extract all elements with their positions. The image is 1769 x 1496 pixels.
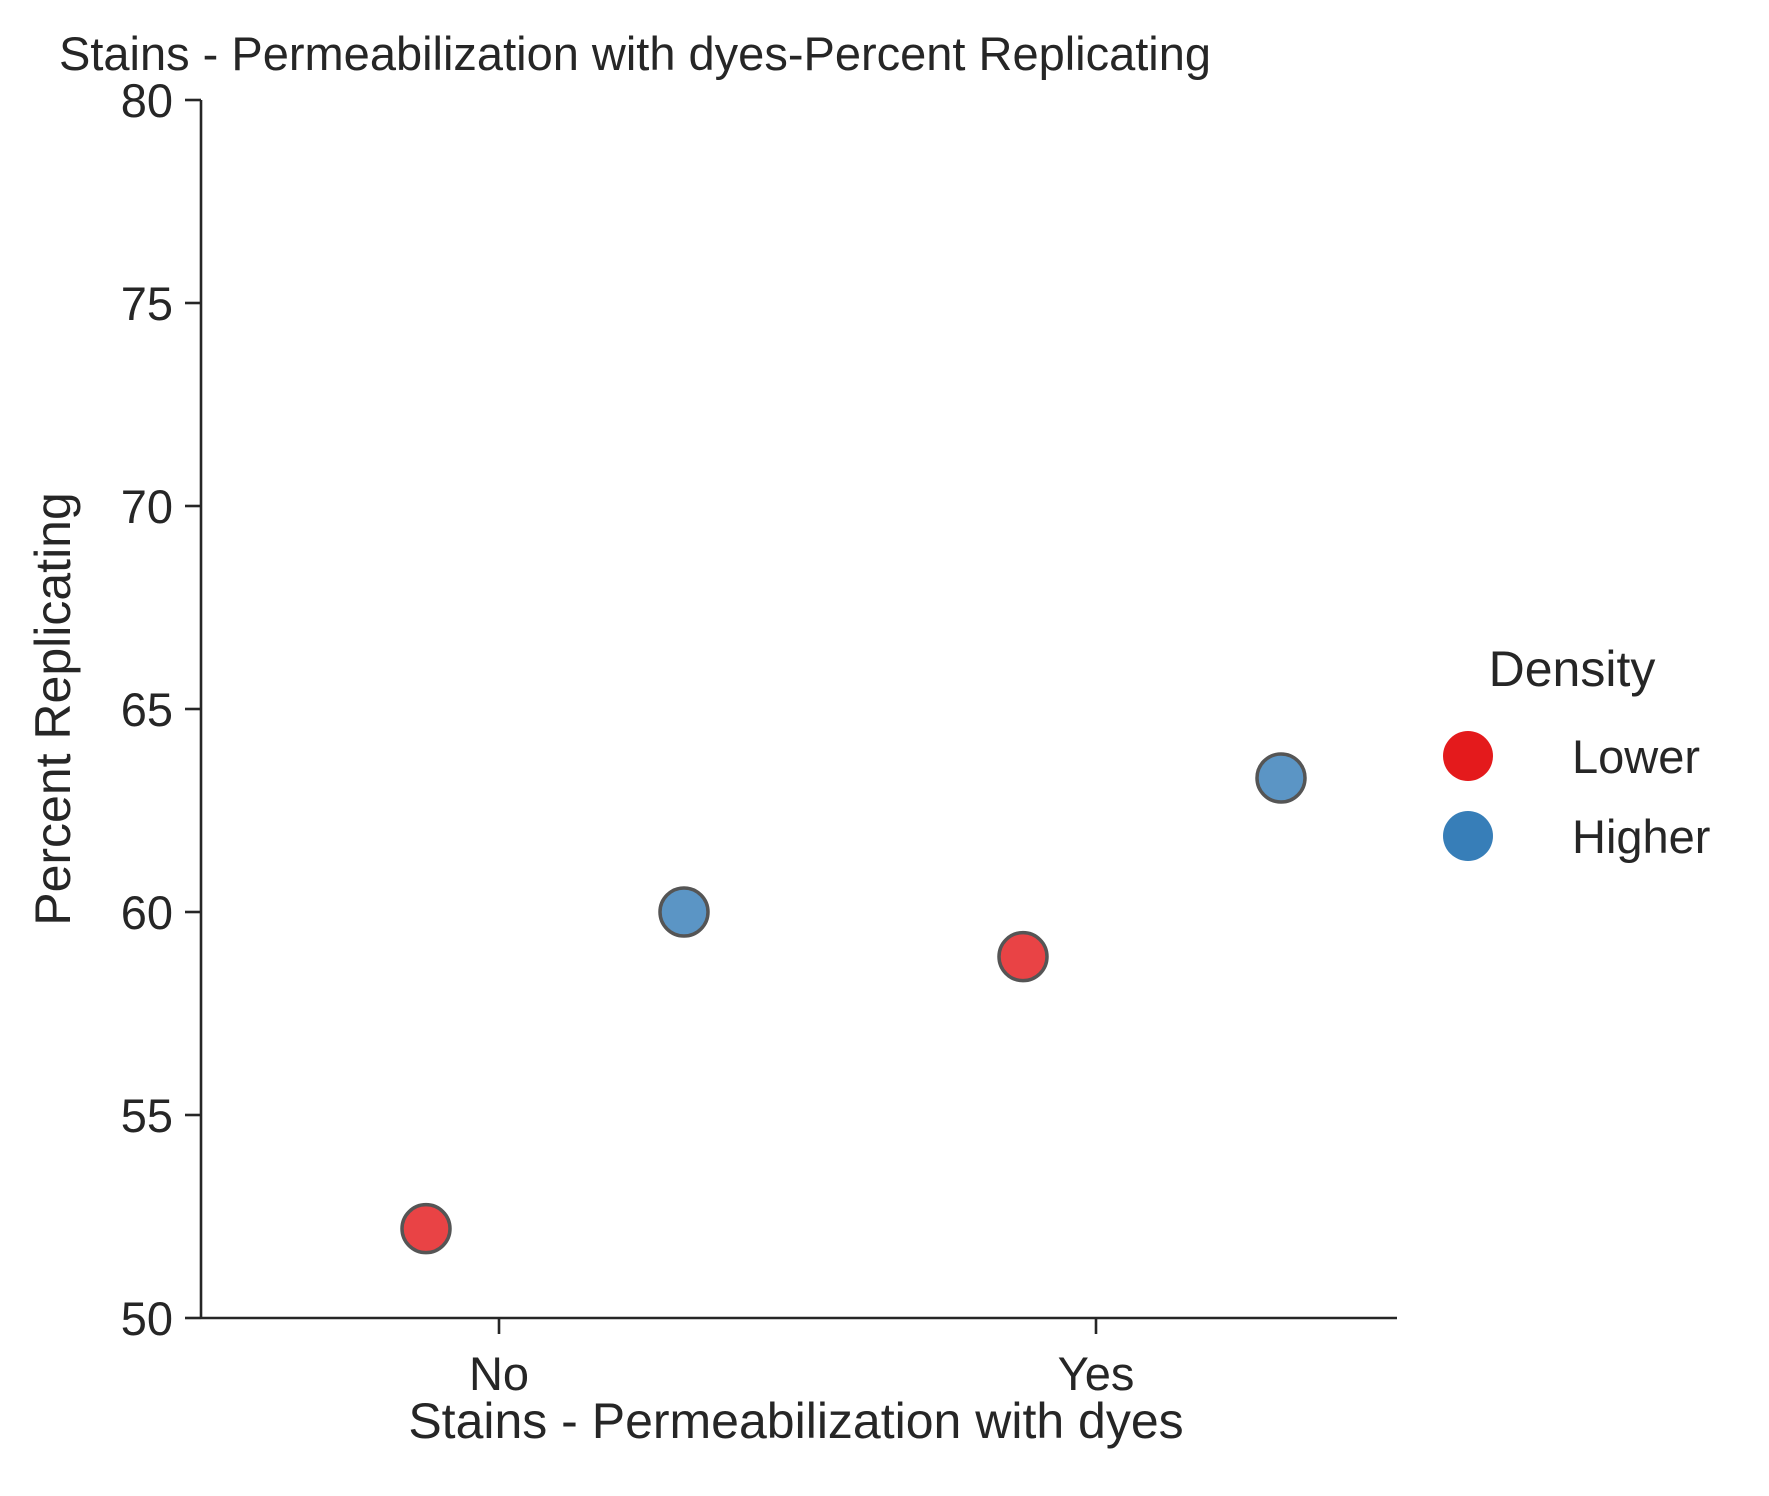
y-tick-label: 55 (121, 1089, 173, 1142)
y-tick-label: 50 (121, 1292, 173, 1345)
data-point-higher (1255, 752, 1307, 804)
y-tick-label: 60 (121, 886, 173, 939)
legend-marker-lower (1443, 731, 1493, 781)
data-point-lower (400, 1202, 452, 1255)
legend-label-lower: Lower (1572, 730, 1700, 783)
legend-entries: Lower Higher (1443, 730, 1710, 863)
y-tick-label: 80 (121, 74, 173, 127)
x-tick-label: No (469, 1347, 529, 1400)
y-axis-label: Percent Replicating (25, 492, 81, 926)
legend-label-higher: Higher (1572, 810, 1710, 863)
data-points (400, 752, 1307, 1255)
y-tick-label: 65 (121, 683, 173, 736)
x-axis-label: Stains - Permeabilization with dyes (408, 1393, 1183, 1449)
legend-marker-higher (1443, 811, 1493, 861)
y-tick-label: 70 (121, 480, 173, 533)
x-tick-label: Yes (1058, 1347, 1135, 1400)
y-tick-label: 75 (121, 277, 173, 330)
legend: Density Lower Higher (1443, 641, 1710, 863)
axes: 50 55 60 65 70 75 80 No Yes (121, 74, 1397, 1400)
chart-title: Stains - Permeabilization with dyes-Perc… (59, 27, 1211, 80)
data-point-higher (658, 886, 710, 938)
legend-title: Density (1489, 641, 1656, 697)
data-point-lower (997, 930, 1049, 983)
